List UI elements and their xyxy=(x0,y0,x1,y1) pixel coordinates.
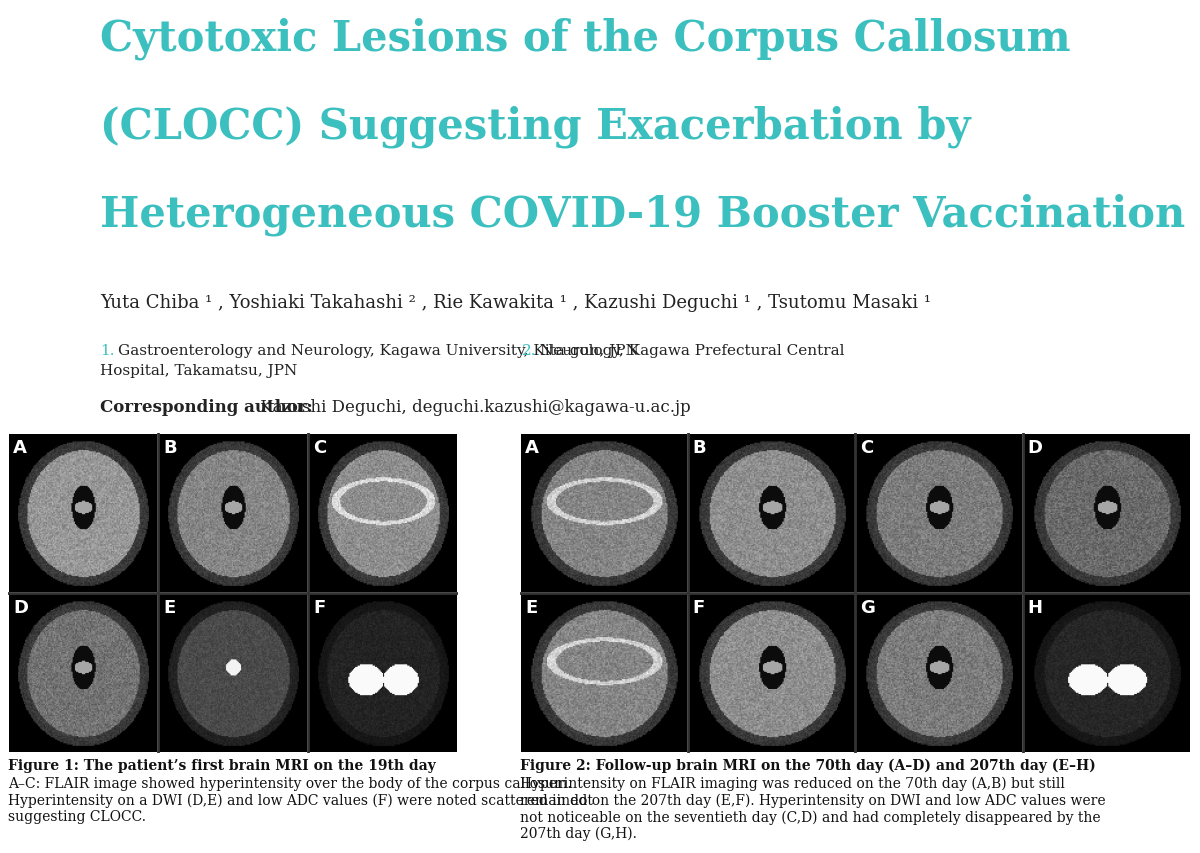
Text: C: C xyxy=(313,438,326,456)
Text: E: E xyxy=(163,598,175,616)
Text: Kazushi Deguchi, deguchi.kazushi@kagawa-u.ac.jp: Kazushi Deguchi, deguchi.kazushi@kagawa-… xyxy=(256,398,691,415)
Text: Yuta Chiba ¹ , Yoshiaki Takahashi ² , Rie Kawakita ¹ , Kazushi Deguchi ¹ , Tsuto: Yuta Chiba ¹ , Yoshiaki Takahashi ² , Ri… xyxy=(100,293,931,311)
Text: B: B xyxy=(163,438,176,456)
Text: Hospital, Takamatsu, JPN: Hospital, Takamatsu, JPN xyxy=(100,363,298,378)
Text: Figure 2: Follow-up brain MRI on the 70th day (A–D) and 207th day (E–H): Figure 2: Follow-up brain MRI on the 70t… xyxy=(520,758,1096,773)
Text: D: D xyxy=(13,598,28,616)
Text: A: A xyxy=(13,438,26,456)
Text: Heterogeneous COVID-19 Booster Vaccination: Heterogeneous COVID-19 Booster Vaccinati… xyxy=(100,194,1186,236)
Text: 2.: 2. xyxy=(522,344,536,357)
Text: 1.: 1. xyxy=(100,344,114,357)
Text: (CLOCC) Suggesting Exacerbation by: (CLOCC) Suggesting Exacerbation by xyxy=(100,106,971,148)
Text: Hyperintensity on FLAIR imaging was reduced on the 70th day (A,B) but still
rema: Hyperintensity on FLAIR imaging was redu… xyxy=(520,776,1105,840)
Text: D: D xyxy=(1027,438,1043,456)
Text: A–C: FLAIR image showed hyperintensity over the body of the corpus callosum.
Hyp: A–C: FLAIR image showed hyperintensity o… xyxy=(8,776,593,823)
Text: Gastroenterology and Neurology, Kagawa University, Kita-gun, JPN: Gastroenterology and Neurology, Kagawa U… xyxy=(118,344,648,357)
Text: C: C xyxy=(860,438,874,456)
Text: Figure 1: The patient’s first brain MRI on the 19th day: Figure 1: The patient’s first brain MRI … xyxy=(8,758,436,772)
Text: B: B xyxy=(692,438,706,456)
Text: A: A xyxy=(526,438,539,456)
Text: Neurology, Kagawa Prefectural Central: Neurology, Kagawa Prefectural Central xyxy=(540,344,845,357)
Text: F: F xyxy=(692,598,704,616)
Text: Cytotoxic Lesions of the Corpus Callosum: Cytotoxic Lesions of the Corpus Callosum xyxy=(100,18,1070,61)
Text: E: E xyxy=(526,598,538,616)
Text: G: G xyxy=(860,598,875,616)
Text: H: H xyxy=(1027,598,1043,616)
Text: F: F xyxy=(313,598,325,616)
Text: Corresponding author:: Corresponding author: xyxy=(100,398,313,415)
